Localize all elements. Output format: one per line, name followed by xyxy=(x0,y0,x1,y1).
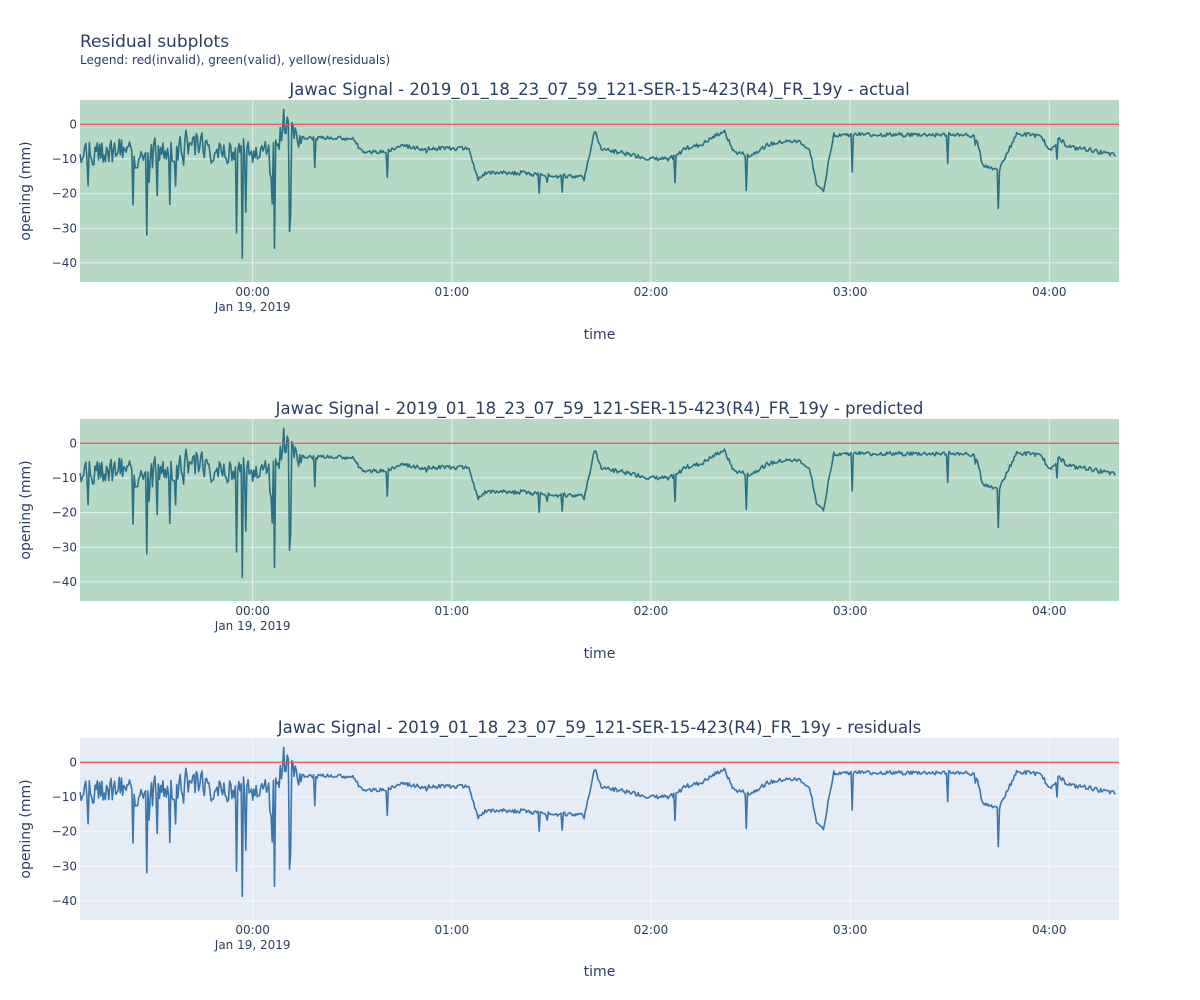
x-tick-label: 03:00 xyxy=(833,923,868,937)
x-tick-label: 02:00 xyxy=(634,923,669,937)
x-axis-title: time xyxy=(584,646,616,662)
subplot-title: Jawac Signal - 2019_01_18_23_07_59_121-S… xyxy=(277,718,922,738)
x-tick-label: 04:00 xyxy=(1032,604,1067,618)
subplot-3: Jawac Signal - 2019_01_18_23_07_59_121-S… xyxy=(18,718,1119,980)
plot-background xyxy=(80,419,1119,601)
plot-background xyxy=(80,100,1119,282)
x-axis-title: time xyxy=(584,327,616,343)
subplot-title: Jawac Signal - 2019_01_18_23_07_59_121-S… xyxy=(275,399,924,419)
y-axis-title: opening (mm) xyxy=(18,141,34,240)
x-tick-label: 03:00 xyxy=(833,285,868,299)
y-tick-label: 0 xyxy=(69,117,77,131)
x-tick-label: 02:00 xyxy=(634,604,669,618)
subplot-2: Jawac Signal - 2019_01_18_23_07_59_121-S… xyxy=(18,399,1119,662)
x-tick-label: 02:00 xyxy=(634,285,669,299)
y-tick-label: −40 xyxy=(52,575,77,589)
x-tick-label: 01:00 xyxy=(435,604,470,618)
plot-background xyxy=(80,738,1119,920)
y-tick-label: 0 xyxy=(69,436,77,450)
y-tick-label: 0 xyxy=(69,755,77,769)
x-axis-title: time xyxy=(584,964,616,980)
y-tick-label: −30 xyxy=(52,540,77,554)
y-tick-label: −30 xyxy=(52,859,77,873)
y-tick-label: −10 xyxy=(52,471,77,485)
y-axis-title: opening (mm) xyxy=(18,779,34,878)
figure-subtitle: Legend: red(invalid), green(valid), yell… xyxy=(80,53,391,67)
x-tick-date-label: Jan 19, 2019 xyxy=(214,938,291,952)
x-tick-date-label: Jan 19, 2019 xyxy=(214,619,291,633)
y-tick-label: −20 xyxy=(52,187,77,201)
figure-title: Residual subplots xyxy=(80,32,230,52)
y-tick-label: −20 xyxy=(52,506,77,520)
y-tick-label: −30 xyxy=(52,221,77,235)
y-tick-label: −40 xyxy=(52,894,77,908)
x-tick-label: 00:00 xyxy=(235,604,270,618)
y-tick-label: −20 xyxy=(52,825,77,839)
signal-series-line xyxy=(79,427,1116,579)
subplot-1: Jawac Signal - 2019_01_18_23_07_59_121-S… xyxy=(18,80,1119,343)
x-tick-label: 04:00 xyxy=(1032,923,1067,937)
y-tick-label: −10 xyxy=(52,152,77,166)
x-tick-label: 00:00 xyxy=(235,923,270,937)
x-tick-label: 01:00 xyxy=(435,285,470,299)
x-tick-date-label: Jan 19, 2019 xyxy=(214,300,291,314)
signal-series-line xyxy=(79,746,1116,898)
signal-series-line xyxy=(79,108,1116,260)
y-axis-title: opening (mm) xyxy=(18,460,34,559)
y-tick-label: −10 xyxy=(52,790,77,804)
x-tick-label: 00:00 xyxy=(235,285,270,299)
subplot-title: Jawac Signal - 2019_01_18_23_07_59_121-S… xyxy=(288,80,909,100)
y-tick-label: −40 xyxy=(52,256,77,270)
x-tick-label: 01:00 xyxy=(435,923,470,937)
x-tick-label: 04:00 xyxy=(1032,285,1067,299)
x-tick-label: 03:00 xyxy=(833,604,868,618)
